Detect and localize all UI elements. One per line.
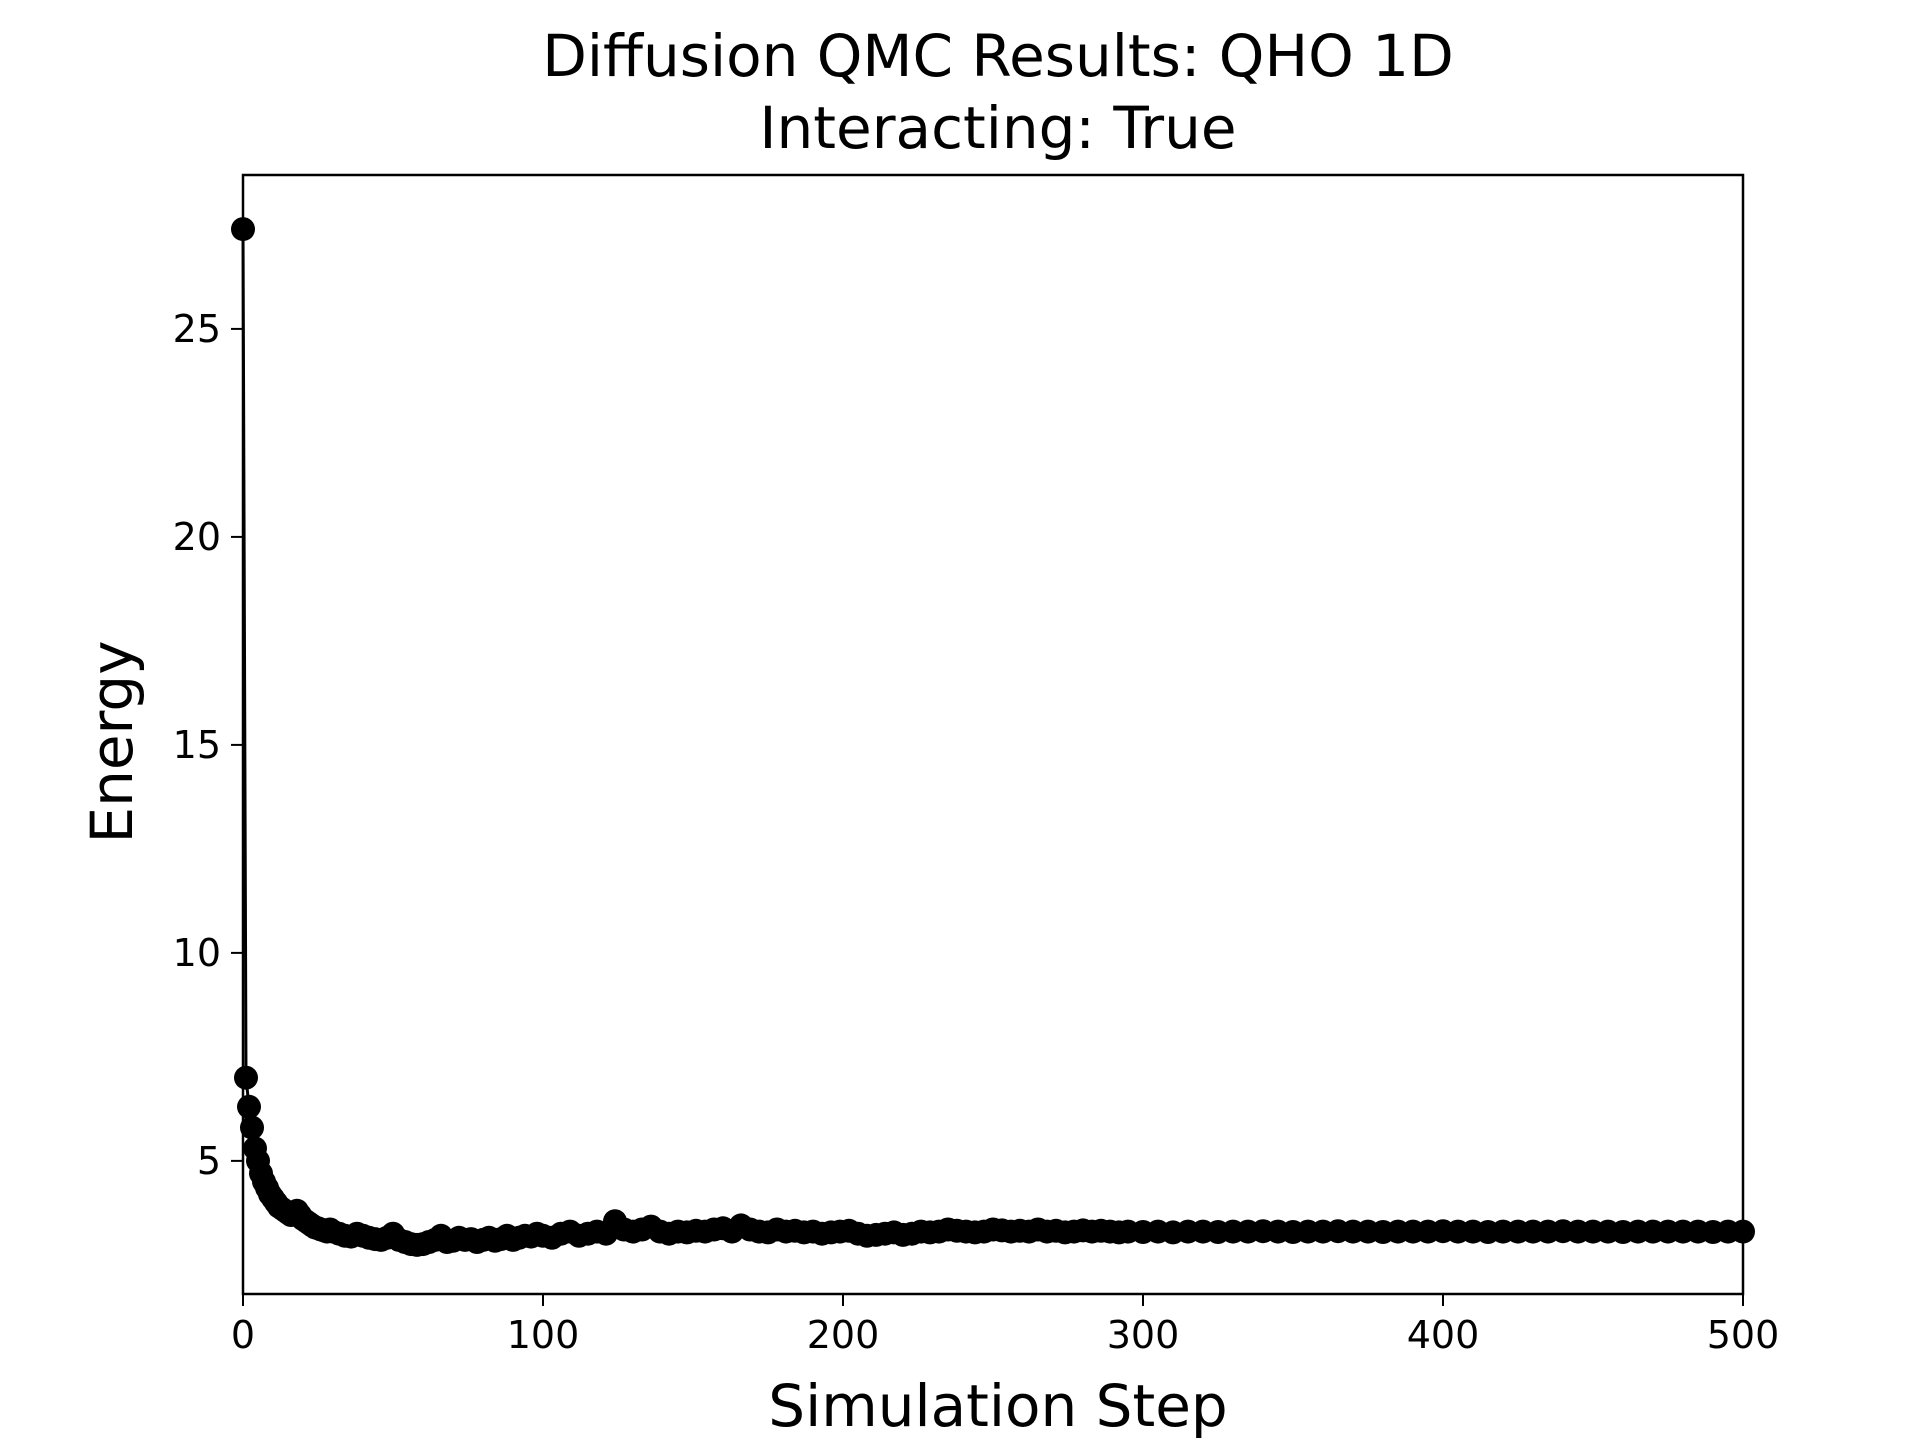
series-line	[241, 229, 1743, 1247]
x-tick-label: 100	[507, 1313, 580, 1357]
chart-title: Diffusion QMC Results: QHO 1D	[542, 22, 1453, 90]
data-point	[240, 1115, 264, 1140]
x-tick-label: 500	[1707, 1313, 1780, 1357]
chart-subtitle: Interacting: True	[759, 94, 1236, 162]
y-axis-ticks: 5 10 15 20 25	[173, 307, 243, 1183]
x-axis-label: Simulation Step	[768, 1372, 1227, 1440]
y-tick-label: 5	[197, 1139, 221, 1183]
x-axis-ticks: 0 100 200 300 400 500	[231, 1294, 1779, 1357]
x-tick-label: 200	[807, 1313, 880, 1357]
y-tick-label: 25	[173, 307, 221, 351]
x-tick-label: 400	[1407, 1313, 1480, 1357]
plot-area-frame	[241, 173, 1745, 1296]
y-tick-label: 15	[173, 723, 221, 767]
data-point	[237, 1094, 261, 1119]
data-series-layer	[231, 217, 1755, 1257]
y-tick-label: 10	[173, 931, 221, 975]
y-axis-label: Energy	[78, 640, 146, 843]
data-point	[234, 1065, 258, 1090]
x-tick-label: 0	[231, 1313, 255, 1357]
x-tick-label: 300	[1107, 1313, 1180, 1357]
y-tick-label: 20	[173, 515, 221, 559]
